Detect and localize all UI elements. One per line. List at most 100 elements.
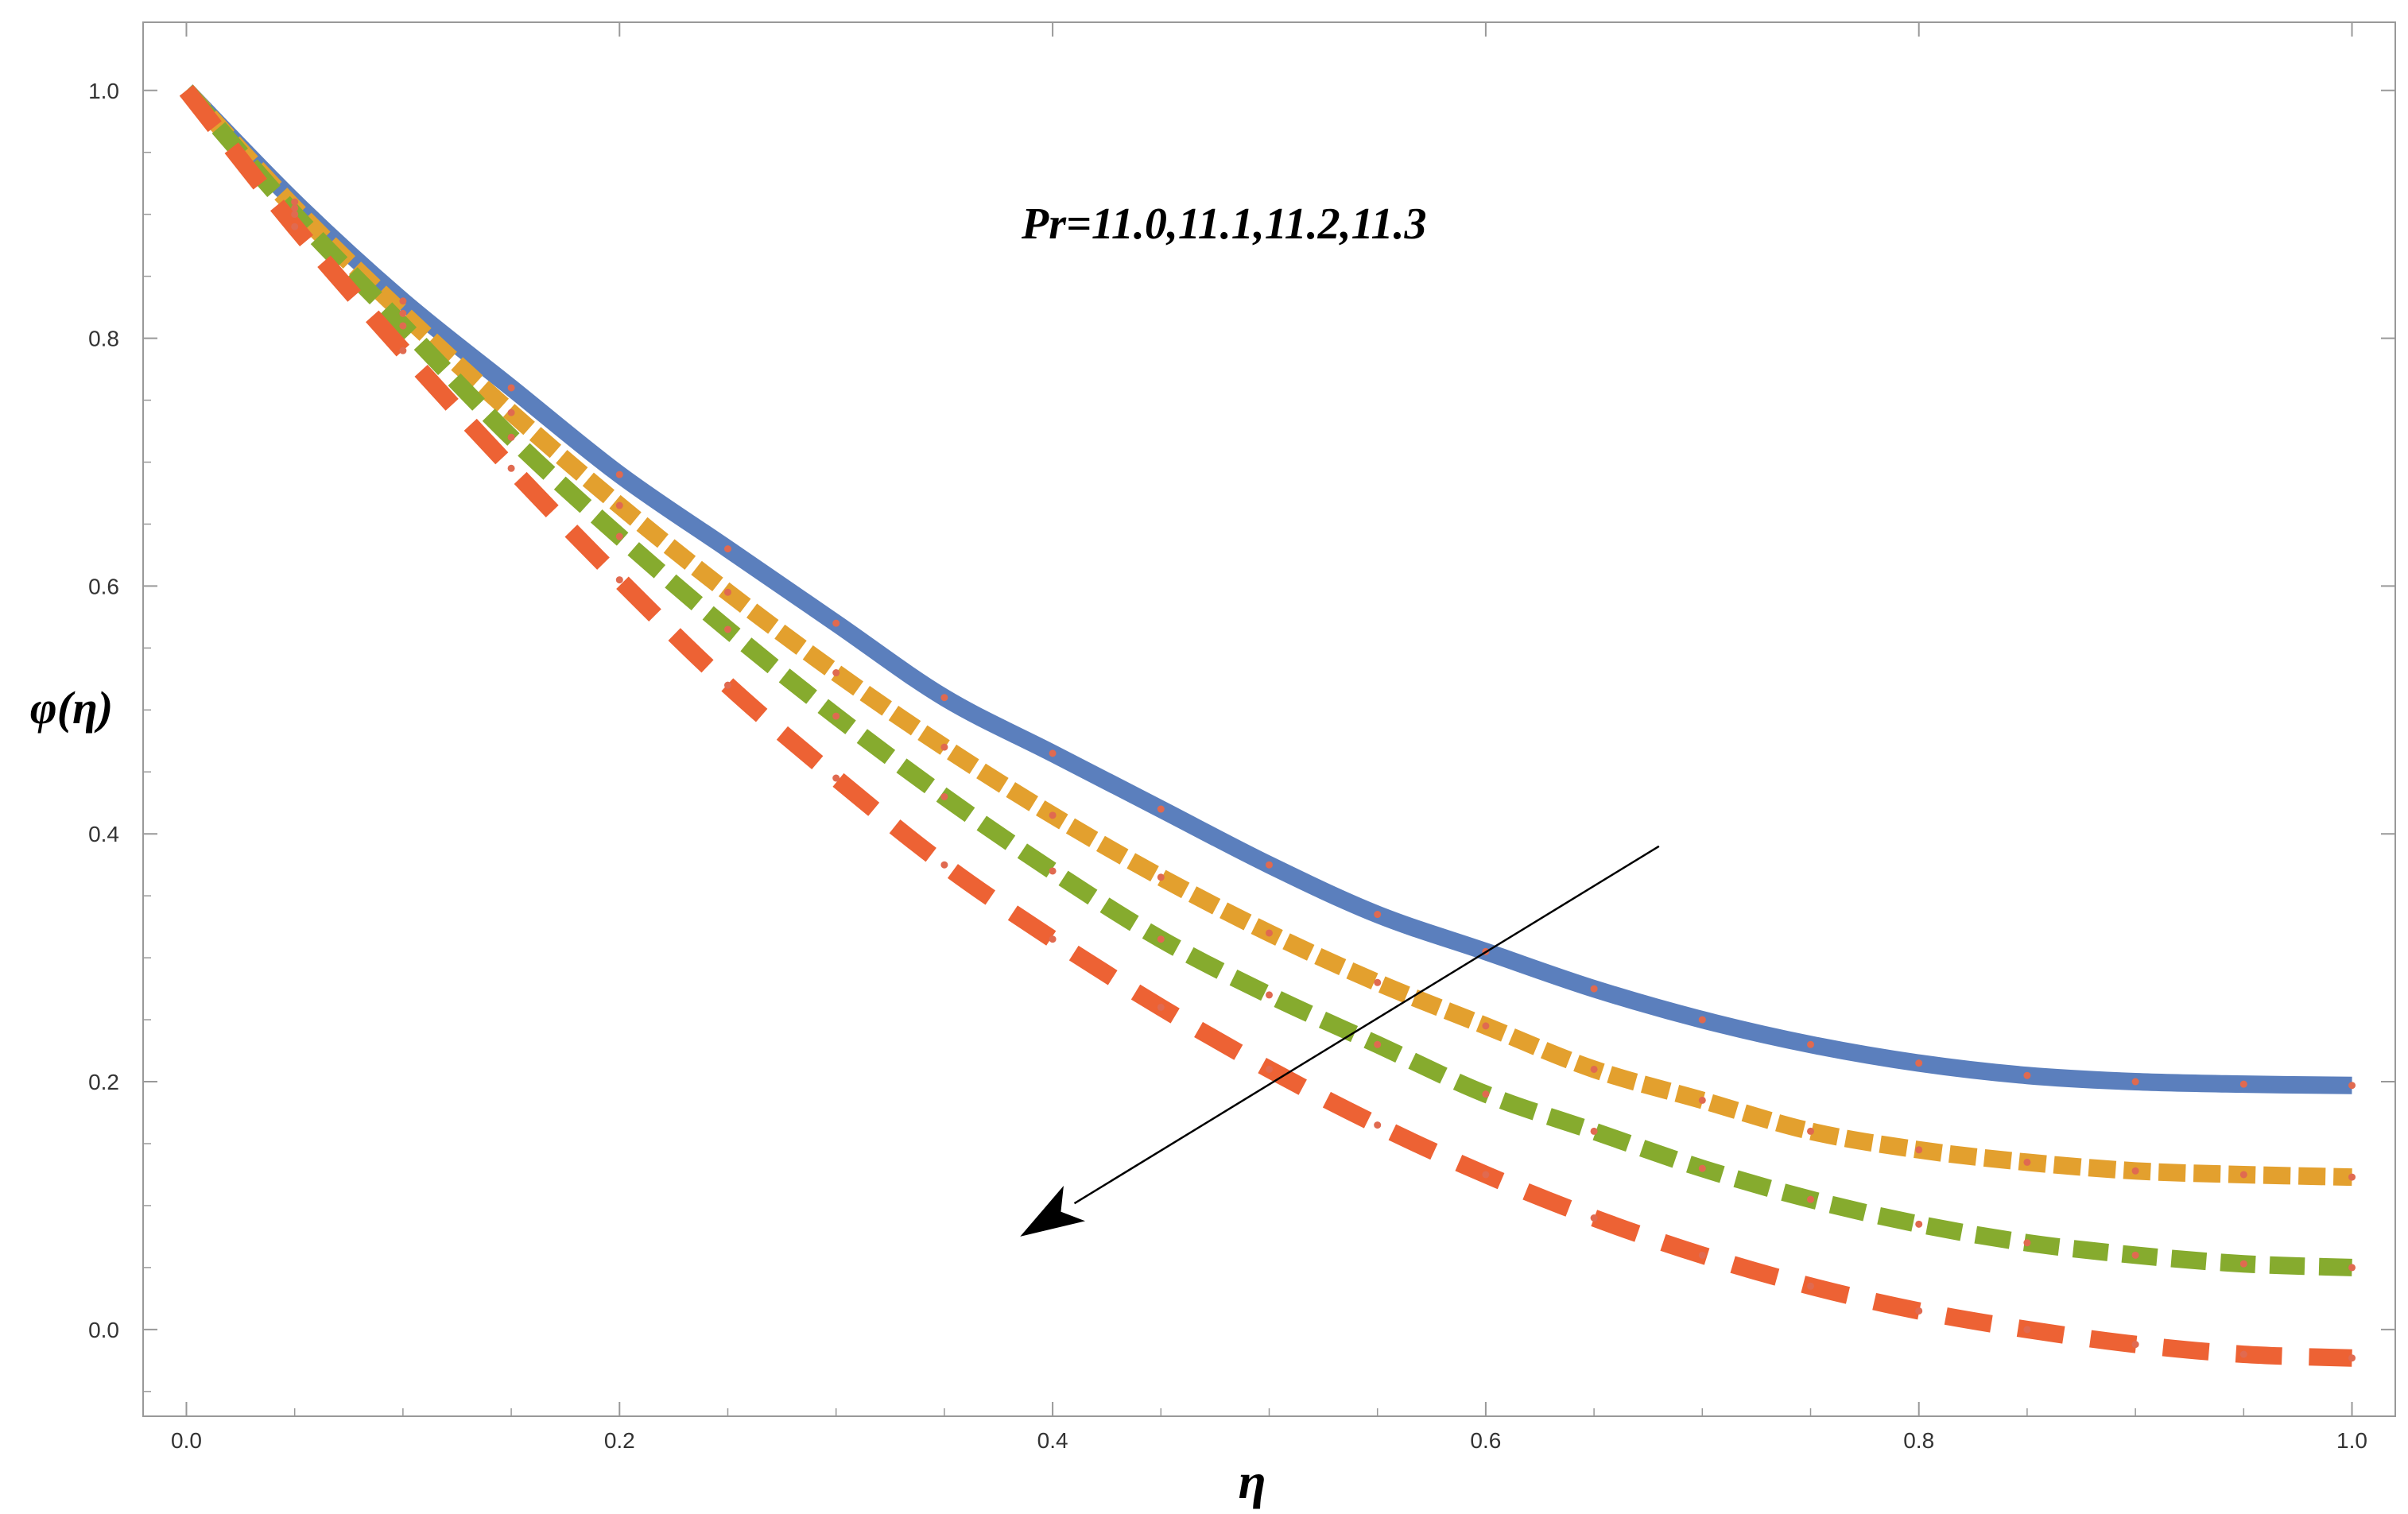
series-2-point: [2239, 1171, 2247, 1179]
series-1-point: [1049, 749, 1057, 757]
x-tick-label: 1.0: [2336, 1428, 2367, 1453]
series-line-4: [179, 84, 2352, 1367]
series-1-point: [1266, 861, 1273, 869]
series-2-point: [1266, 929, 1273, 937]
series-4-point: [1049, 935, 1057, 943]
series-4-point: [1157, 1003, 1165, 1011]
series-1-point: [399, 297, 407, 305]
series-2-point: [1482, 1022, 1490, 1030]
series-2-point: [1915, 1146, 1923, 1154]
series-3-point: [1049, 867, 1057, 875]
series-4-point: [507, 464, 515, 472]
series-3-point: [723, 625, 731, 633]
axis-ticks: 0.0 0.2 0.4 0.6 0.8 1.0 0.0 0.2 0.4 0.6 0.8 1.0: [88, 22, 2395, 1453]
series-3-point: [1157, 935, 1165, 943]
pr-trend-arrow: [1020, 845, 1660, 1237]
series-4-point: [1266, 1065, 1273, 1073]
series-3-point: [1266, 991, 1273, 999]
series-2-point: [1374, 978, 1382, 986]
series-4-point: [940, 861, 948, 869]
series-3-point: [2348, 1264, 2356, 1272]
series-1-point: [507, 384, 515, 392]
arrow-line: [1073, 845, 1660, 1205]
series-2-point: [723, 588, 731, 596]
series-4-point: [1807, 1282, 1815, 1290]
series-1-point: [2348, 1082, 2356, 1090]
series-2-point: [1698, 1096, 1706, 1104]
series-1-point: [2131, 1078, 2139, 1086]
series-3-point: [1482, 1090, 1490, 1098]
series-3-point: [2239, 1260, 2247, 1268]
series-3-point: [2131, 1251, 2139, 1259]
series-2-point: [2348, 1173, 2356, 1181]
arrow-head: [1020, 1186, 1086, 1237]
series-4-point: [1915, 1307, 1923, 1315]
series-3-point: [1698, 1164, 1706, 1172]
x-axis-title: η: [1238, 1453, 1266, 1509]
series-1-point: [615, 470, 623, 478]
series-2-point: [399, 309, 407, 317]
series-1-point: [1915, 1059, 1923, 1067]
series-3-point: [1807, 1195, 1815, 1203]
series-4-point: [291, 223, 299, 230]
y-tick-label: 0.0: [88, 1318, 119, 1342]
series-4-point: [2023, 1326, 2031, 1334]
series-4-point: [615, 576, 623, 584]
series-3-point: [507, 433, 515, 441]
series-2-point: [2023, 1158, 2031, 1166]
series-1-point: [1374, 911, 1382, 919]
series-1-point: [2023, 1071, 2031, 1079]
series-4-point: [2239, 1350, 2247, 1358]
series-2-point: [615, 501, 623, 509]
series-4-point: [1482, 1171, 1490, 1179]
series-1-point: [2239, 1080, 2247, 1088]
series-line-1: [180, 84, 2352, 1094]
y-tick-label: 0.6: [88, 574, 119, 598]
series-3-point: [2023, 1239, 2031, 1247]
x-tick-label: 0.0: [171, 1428, 202, 1453]
series-2-point: [1157, 873, 1165, 881]
series-1-point: [1698, 1016, 1706, 1024]
series-4-point: [1374, 1121, 1382, 1129]
pr-annotation: Pr=11.0,11.1,11.2,11.3: [1021, 199, 1427, 249]
series-3-point: [399, 322, 407, 330]
series-1-point: [832, 619, 840, 627]
y-tick-label: 1.0: [88, 79, 119, 103]
series-1-point: [1157, 805, 1165, 813]
series-4-point: [2131, 1341, 2139, 1349]
series-2-point: [507, 409, 515, 416]
series-2-point: [2131, 1167, 2139, 1175]
y-tick-label: 0.8: [88, 327, 119, 351]
y-tick-label: 0.4: [88, 822, 119, 846]
series-1-point: [940, 694, 948, 702]
series-3-point: [940, 792, 948, 800]
series-1-point: [1590, 985, 1598, 993]
series-3-point: [832, 712, 840, 720]
series-1-point: [291, 198, 299, 206]
series-4-point: [1590, 1214, 1598, 1222]
series-3-point: [1915, 1220, 1923, 1228]
series-2-point: [1590, 1065, 1598, 1073]
series-4-point: [2348, 1354, 2356, 1362]
markers-layer: [291, 198, 2356, 1362]
series-1-point: [723, 545, 731, 553]
series-3-point: [291, 211, 299, 219]
series-1-point: [1807, 1040, 1815, 1048]
series-3-point: [615, 532, 623, 540]
series-2-point: [291, 204, 299, 212]
x-tick-label: 0.2: [604, 1428, 635, 1453]
x-tick-label: 0.4: [1037, 1428, 1068, 1453]
series-2-point: [832, 669, 840, 677]
x-tick-label: 0.6: [1470, 1428, 1501, 1453]
y-tick-label: 0.2: [88, 1070, 119, 1094]
series-4-point: [1698, 1251, 1706, 1259]
series-line-3: [180, 84, 2352, 1276]
x-tick-label: 0.8: [1903, 1428, 1934, 1453]
series-2-point: [940, 743, 948, 751]
series-4-point: [832, 774, 840, 782]
series-2-point: [1807, 1127, 1815, 1135]
series-3-point: [1374, 1040, 1382, 1048]
series-3-point: [1590, 1127, 1598, 1135]
